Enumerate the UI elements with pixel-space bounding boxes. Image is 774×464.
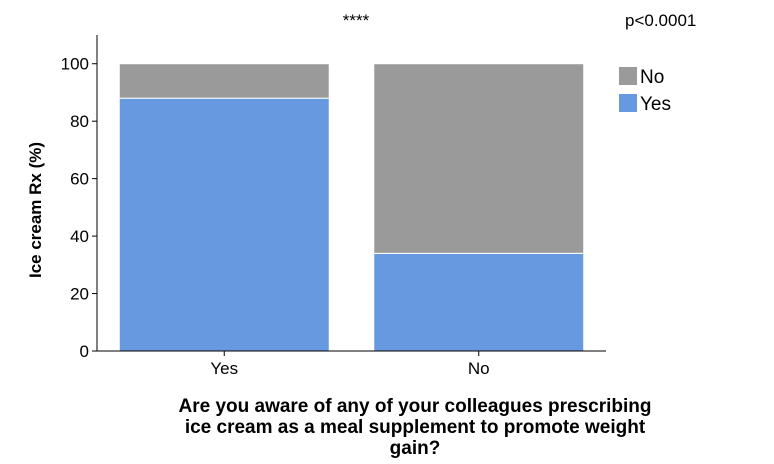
x-axis-label-line-1: Are you aware of any of your colleagues … bbox=[178, 396, 652, 417]
bars-group bbox=[118, 63, 585, 352]
x-axis-label-line-3: gain? bbox=[389, 438, 441, 459]
legend-swatch-no bbox=[619, 67, 637, 85]
y-tick-label: 80 bbox=[70, 112, 89, 131]
x-ticks-group: Yes No bbox=[210, 351, 490, 378]
y-tick-label: 40 bbox=[70, 227, 89, 246]
y-tick-label: 60 bbox=[70, 170, 89, 189]
y-tick-label: 0 bbox=[80, 342, 89, 361]
y-tick-label: 100 bbox=[61, 55, 89, 74]
bar-no-yes bbox=[373, 252, 585, 352]
x-tick-label: Yes bbox=[210, 359, 238, 378]
significance-annotation: **** bbox=[343, 11, 370, 30]
legend-label-yes: Yes bbox=[640, 94, 671, 115]
bar-yes-yes bbox=[118, 97, 330, 352]
legend: No Yes bbox=[619, 67, 671, 115]
legend-swatch-yes bbox=[619, 94, 637, 112]
x-axis-label: Are you aware of any of your colleagues … bbox=[60, 396, 770, 459]
p-value-annotation: p<0.0001 bbox=[625, 11, 696, 30]
bar-no-no bbox=[373, 63, 585, 254]
x-tick-label: No bbox=[468, 359, 490, 378]
y-ticks-group: 0 20 40 60 80 100 bbox=[61, 55, 97, 361]
legend-label-no: No bbox=[640, 67, 664, 88]
y-axis-label: Ice cream Rx (%) bbox=[26, 142, 45, 278]
bar-yes-no bbox=[118, 63, 330, 99]
y-tick-label: 20 bbox=[70, 285, 89, 304]
x-axis-label-line-2: ice cream as a meal supplement to promot… bbox=[184, 417, 646, 438]
